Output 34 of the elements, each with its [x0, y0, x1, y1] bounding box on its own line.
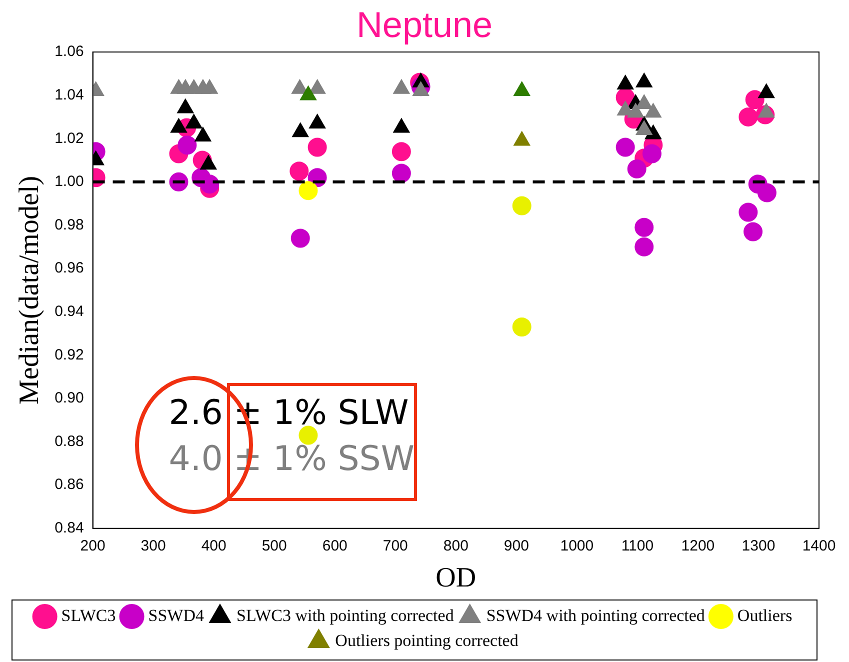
- x-tick-label: 500: [262, 538, 287, 555]
- y-tick-label: 0.90: [54, 390, 84, 407]
- y-tick-label: 1.04: [54, 86, 84, 104]
- y-tick-label: 1.02: [54, 130, 84, 147]
- y-tick-label: 0.92: [54, 346, 84, 364]
- x-tick-label: 600: [322, 538, 348, 555]
- y-tick-label: 0.94: [54, 302, 84, 320]
- y-tick-label: 0.98: [54, 216, 84, 234]
- y-tick-label: 1.00: [54, 173, 84, 190]
- legend-label: Outliers pointing corrected: [335, 630, 519, 650]
- y-tick-label: 0.86: [54, 476, 84, 494]
- y-axis-title: Median(data/model): [14, 176, 46, 404]
- y-tick-label: 0.96: [54, 260, 84, 277]
- y-tick-label: 0.84: [54, 520, 84, 537]
- legend-label: SLWC3 with pointing corrected: [236, 606, 454, 625]
- x-tick-label: 1000: [560, 538, 594, 555]
- chart-title: Neptune: [356, 4, 493, 45]
- y-tick-label: 0.88: [54, 432, 84, 450]
- x-tick-label: 900: [504, 538, 529, 555]
- x-tick-label: 1300: [742, 538, 776, 555]
- x-tick-label: 1200: [681, 538, 715, 555]
- x-tick-label: 800: [443, 538, 468, 555]
- legend-label: SSWD4 with pointing corrected: [486, 606, 706, 625]
- legend-label: SLWC3: [61, 606, 116, 625]
- x-tick-label: 1400: [802, 538, 836, 555]
- x-tick-label: 300: [140, 538, 166, 555]
- legend-label: SSWD4: [148, 606, 204, 625]
- x-tick-label: 200: [80, 538, 106, 555]
- legend-label: Outliers: [737, 606, 792, 625]
- x-tick-label: 400: [201, 538, 226, 555]
- x-tick-label: 700: [382, 538, 408, 555]
- x-axis-title: OD: [436, 562, 476, 594]
- y-tick-label: 1.06: [54, 43, 84, 60]
- x-tick-label: 1100: [621, 538, 654, 555]
